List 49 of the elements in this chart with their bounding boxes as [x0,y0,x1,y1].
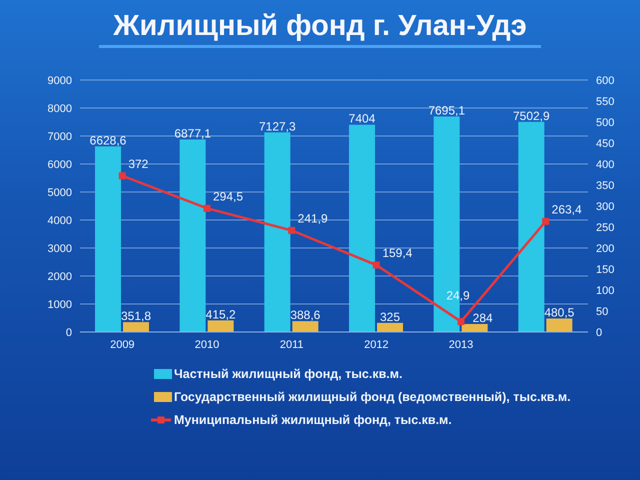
y2-tick-label: 350 [596,180,614,192]
y2-tick-label: 450 [596,138,614,150]
x-tick-label: 2013 [448,338,474,351]
x-tick-label: 2009 [110,338,135,351]
data-label: 241,9 [298,211,328,226]
y2-tick-label: 200 [596,242,614,255]
y2-tick-label: 250 [596,222,614,234]
x-tick-label: 2011 [280,338,304,351]
y-tick-label: 8000 [48,102,72,115]
data-label: 7502,9 [512,108,550,123]
data-label: 284 [472,311,494,326]
x-tick-label: 2012 [364,338,389,351]
data-label: 480,5 [544,306,575,320]
data-label: 263,4 [552,202,582,216]
y2-tick-label: 500 [596,116,614,129]
data-label: 415,2 [206,307,236,322]
y-tick-label: 0 [66,326,72,339]
data-label: 6628,6 [90,133,127,148]
y-tick-label: 7000 [48,130,72,143]
y-tick-label: 9000 [48,74,72,87]
y2-tick-label: 150 [596,264,614,276]
y2-tick-label: 300 [596,200,614,213]
y-tick-label: 3000 [48,242,72,255]
x-tick-label: 2010 [194,338,220,351]
y2-tick-label: 400 [596,158,614,171]
data-label: 351,8 [120,309,152,324]
data-label: 7404 [348,112,376,126]
y-tick-label: 1000 [48,298,72,311]
y2-tick-label: 550 [596,96,614,108]
y2-tick-label: 50 [596,306,608,318]
y2-tick-label: 100 [596,284,614,297]
y-tick-label: 6000 [48,158,72,171]
legend-label: Муниципальный жилищный фонд, тыс.кв.м. [174,412,452,426]
chart-title: Жилищный фонд г. Улан-Удэ [99,10,541,48]
y2-tick-label: 600 [596,74,614,87]
data-label: 388,6 [290,308,321,322]
y2-tick-label: 0 [596,326,602,339]
legend-label: Государственный жилищный фонд (ведомственный), тыс.кв.м. [174,390,571,404]
y-tick-label: 2000 [48,270,72,283]
data-label: 7127,3 [258,119,296,134]
y-tick-label: 5000 [48,186,72,199]
legend-label: Частный жилищный фонд, тыс.кв.м. [174,366,402,380]
y-tick-label: 4000 [48,214,72,227]
data-label: 159,4 [382,246,413,260]
data-label: 6877,1 [174,126,212,140]
data-label: 294,5 [213,189,244,204]
data-label: 325 [380,310,400,324]
data-label: 7695,1 [428,104,466,118]
data-label: 372 [128,156,149,171]
